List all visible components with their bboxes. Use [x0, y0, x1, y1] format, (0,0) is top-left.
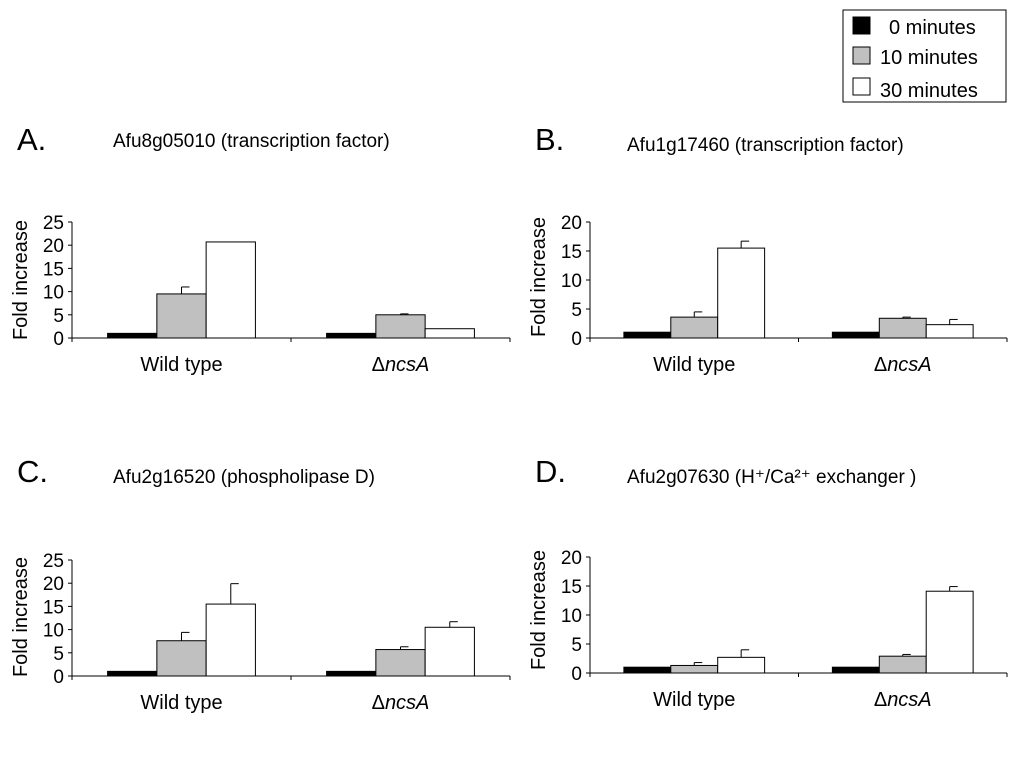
x-category-label: ΔncsA [874, 354, 932, 376]
y-tick-label: 20 [43, 574, 64, 595]
y-axis-label: Fold increase [10, 557, 32, 677]
y-tick-label: 10 [561, 271, 582, 292]
bar [205, 241, 256, 339]
bar [375, 314, 426, 339]
y-axis-label: Fold increase [528, 550, 550, 670]
bar [925, 590, 974, 674]
panel-title: Afu8g05010 (transcription factor) [113, 131, 390, 152]
y-tick-label: 15 [561, 242, 582, 263]
x-category-label: Wild type [653, 689, 735, 711]
bar [717, 247, 766, 339]
y-tick-label: 15 [43, 259, 64, 280]
panel-d: D. Afu2g07630 (H⁺/Ca²⁺ exchanger ) Fold … [528, 454, 1008, 711]
x-category-label: ΔncsA [372, 692, 430, 714]
y-tick-label: 20 [561, 213, 582, 234]
y-tick-label: 5 [571, 635, 582, 656]
panel-b: B. Afu1g17460 (transcription factor) Fol… [528, 122, 1008, 376]
bar [326, 332, 377, 339]
bar [107, 332, 158, 339]
y-tick-label: 20 [561, 548, 582, 569]
plot-area: 0 5 10 15 20 Wild type ΔncsA [561, 213, 1008, 376]
legend-swatch-1 [852, 46, 871, 65]
y-tick-label: 15 [43, 597, 64, 618]
bar [925, 324, 974, 339]
legend-swatch-0 [852, 16, 871, 35]
x-category-label: Wild type [140, 354, 222, 376]
panel-title: Afu2g16520 (phospholipase D) [113, 467, 375, 488]
x-category-label: ΔncsA [372, 354, 430, 376]
y-tick-label: 25 [43, 213, 64, 234]
legend: 0 minutes 10 minutes 30 minutes [842, 9, 1007, 103]
y-tick-label: 5 [53, 306, 64, 327]
y-tick-label: 10 [43, 621, 64, 642]
x-category-label: Wild type [140, 692, 222, 714]
panel-title: Afu1g17460 (transcription factor) [627, 135, 904, 156]
y-tick-label: 10 [43, 283, 64, 304]
bar [878, 655, 927, 674]
y-tick-label: 0 [53, 667, 64, 688]
legend-label-2: 30 minutes [880, 80, 978, 102]
y-tick-label: 15 [561, 577, 582, 598]
y-tick-label: 0 [53, 329, 64, 350]
legend-swatch-2 [852, 77, 871, 96]
y-tick-label: 10 [561, 606, 582, 627]
bar [878, 317, 927, 339]
bar [156, 640, 207, 677]
panel-a: A. Afu8g05010 (transcription factor) Fol… [10, 122, 511, 376]
panel-c: C. Afu2g16520 (phospholipase D) Fold inc… [10, 454, 511, 714]
bar [670, 664, 719, 674]
panel-letter: C. [17, 454, 48, 489]
bar [424, 328, 475, 339]
bar [831, 331, 880, 339]
legend-label-0: 0 minutes [889, 17, 976, 39]
y-tick-label: 20 [43, 236, 64, 257]
bar [831, 666, 880, 674]
bar [670, 316, 719, 339]
y-tick-label: 5 [571, 300, 582, 321]
bar [375, 649, 426, 677]
bar [717, 656, 766, 674]
bar [205, 603, 256, 677]
y-tick-label: 5 [53, 644, 64, 665]
y-axis-label: Fold increase [10, 220, 32, 340]
legend-label-1: 10 minutes [880, 47, 978, 69]
x-category-label: Wild type [653, 354, 735, 376]
y-tick-label: 0 [571, 329, 582, 350]
bar [623, 331, 672, 339]
bar [156, 293, 207, 339]
panel-letter: D. [535, 454, 566, 489]
y-tick-label: 25 [43, 551, 64, 572]
panel-letter: A. [17, 122, 46, 157]
panel-title: Afu2g07630 (H⁺/Ca²⁺ exchanger ) [627, 467, 916, 488]
y-axis-label: Fold increase [528, 217, 550, 337]
bar [107, 670, 158, 677]
bar [424, 626, 475, 677]
panel-letter: B. [535, 122, 564, 157]
bar [326, 670, 377, 677]
plot-area: 0 5 10 15 20 Wild type ΔncsA [561, 548, 1008, 711]
bar [623, 666, 672, 674]
y-tick-label: 0 [571, 664, 582, 685]
x-category-label: ΔncsA [874, 689, 932, 711]
